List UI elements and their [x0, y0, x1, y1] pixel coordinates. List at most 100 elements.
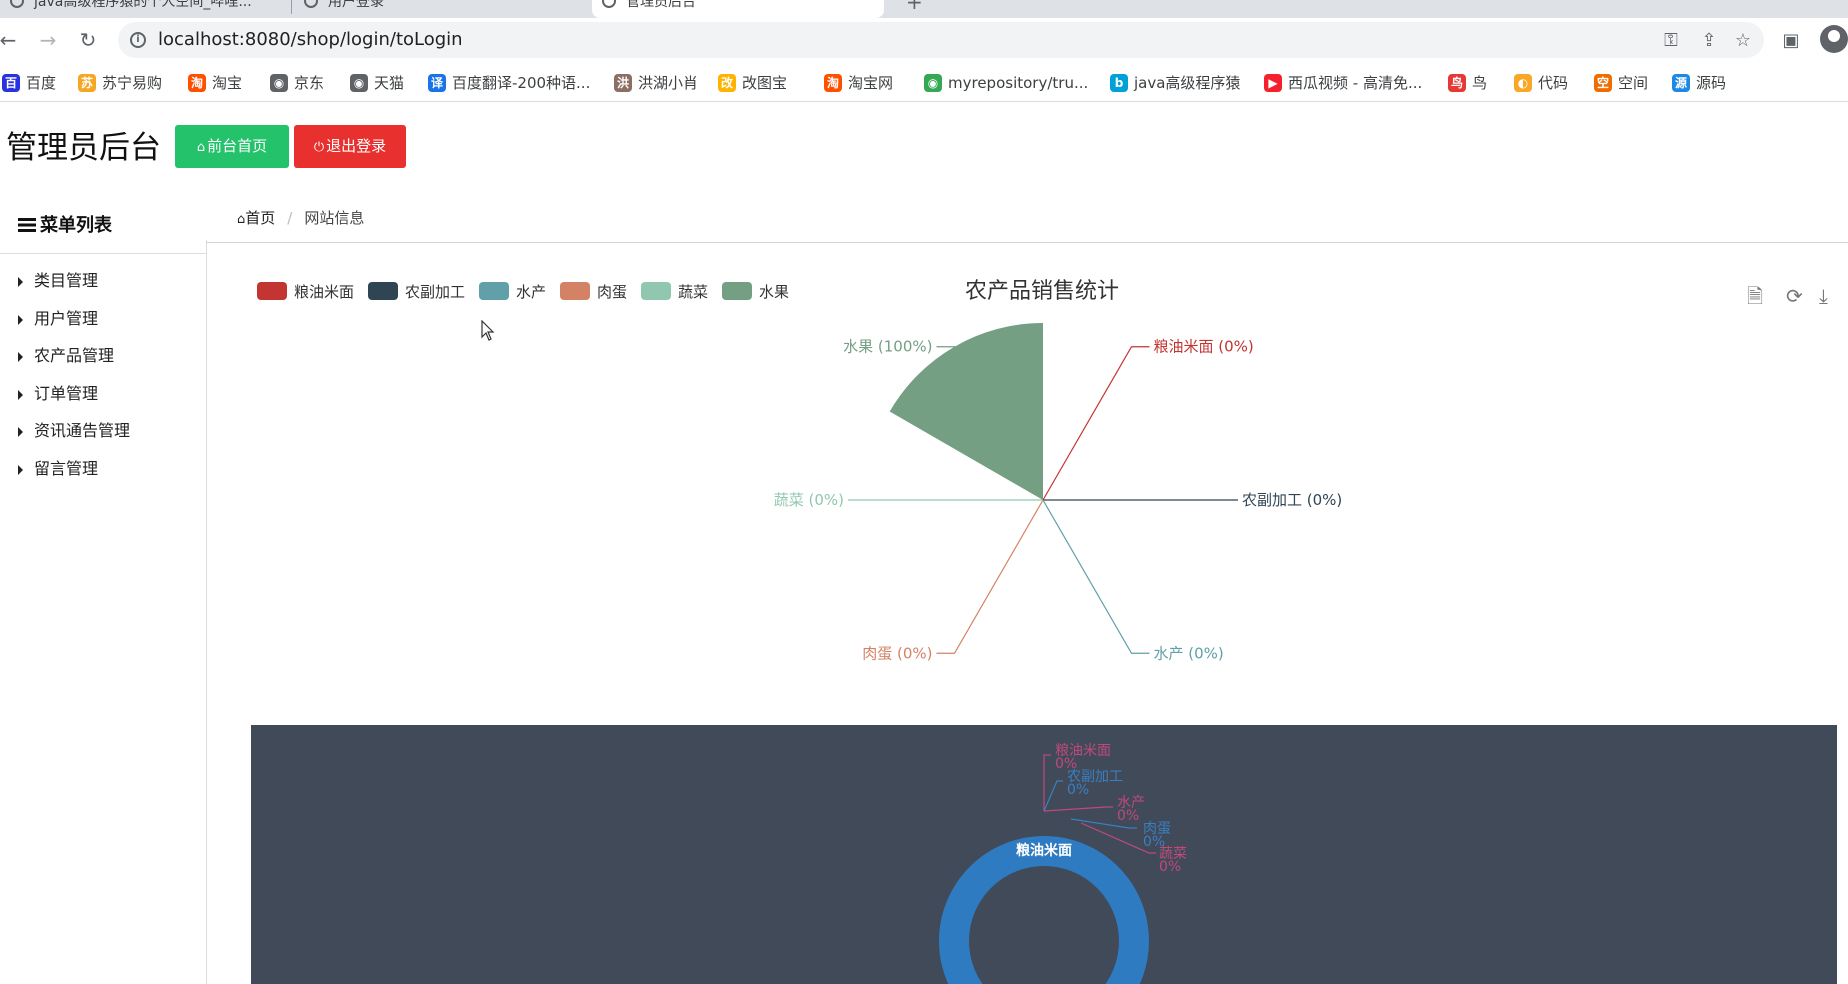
- logout-button[interactable]: ⏻ 退出登录: [294, 125, 406, 168]
- browser-tab[interactable]: 用户登录 ×: [294, 0, 586, 18]
- translate-icon: 译: [428, 74, 446, 92]
- bookmark-item[interactable]: 百百度: [2, 72, 56, 94]
- sidebar-item-orders[interactable]: 订单管理: [16, 381, 196, 419]
- qzone-icon: 空: [1594, 74, 1612, 92]
- tab-separator: [291, 0, 292, 14]
- profile-avatar-icon[interactable]: [1820, 25, 1848, 53]
- front-home-button[interactable]: ⌂ 前台首页: [175, 125, 289, 168]
- suning-icon: 苏: [78, 74, 96, 92]
- tab-favicon-icon: [10, 0, 24, 8]
- bookmark-item[interactable]: 源源码: [1672, 72, 1726, 94]
- legend-swatch: [257, 282, 287, 300]
- bookmark-item[interactable]: 洪洪湖小肖: [614, 72, 698, 94]
- caret-right-icon: [18, 389, 23, 400]
- bookmark-item[interactable]: 译百度翻译-200种语...: [428, 72, 590, 94]
- legend-swatch: [641, 282, 671, 300]
- back-icon[interactable]: ←: [0, 28, 17, 52]
- sidebar-item-users[interactable]: 用户管理: [16, 306, 196, 344]
- site-info-icon[interactable]: i: [130, 32, 146, 48]
- browser-tab[interactable]: java高级程序猿的个人空间_哔哩... ×: [0, 0, 290, 18]
- legend-swatch: [560, 282, 590, 300]
- bookmark-item[interactable]: ◉ myrepository/tru...: [924, 72, 1088, 94]
- bookmark-item[interactable]: ◐ 代码: [1514, 72, 1568, 94]
- legend-item[interactable]: 水产: [479, 282, 546, 301]
- legend-item[interactable]: 蔬菜: [641, 282, 708, 301]
- bookmark-label: 西瓜视频 - 高清免...: [1288, 74, 1423, 92]
- tab-title: 用户登录: [328, 0, 384, 10]
- star-icon[interactable]: ☆: [1734, 30, 1752, 51]
- bookmark-item[interactable]: 淘淘宝网: [824, 72, 893, 94]
- label-line: [1043, 806, 1113, 812]
- globe-icon: ◉: [270, 74, 288, 92]
- breadcrumb-home[interactable]: ⌂首页: [237, 209, 275, 227]
- legend-item[interactable]: 水果: [722, 282, 789, 301]
- data-label: 水果 (100%): [843, 338, 932, 356]
- label-line: [936, 499, 1044, 654]
- donut-ring[interactable]: [939, 836, 1149, 984]
- refresh-icon[interactable]: ⟳: [1786, 284, 1803, 308]
- code-icon: ◐: [1514, 74, 1532, 92]
- sidebar-heading: 菜单列表: [18, 211, 112, 237]
- data-view-icon[interactable]: 🗎: [1747, 284, 1763, 308]
- share-icon[interactable]: ⇪: [1701, 30, 1717, 51]
- bookmark-item[interactable]: b java高级程序猿: [1110, 72, 1240, 94]
- legend-label: 水果: [759, 283, 789, 301]
- pie-slice[interactable]: [889, 323, 1043, 500]
- bookmark-item[interactable]: 苏苏宁易购: [78, 72, 162, 94]
- browser-tab-active[interactable]: 管理员后台 ×: [592, 0, 884, 18]
- new-tab-icon[interactable]: +: [906, 0, 923, 14]
- data-label: 农副加工 (0%): [1242, 491, 1342, 509]
- side-panel-icon[interactable]: ▣: [1782, 30, 1800, 51]
- legend-item[interactable]: 农副加工: [368, 282, 465, 301]
- download-icon[interactable]: ⤓: [1819, 284, 1828, 308]
- breadcrumb-current: 网站信息: [304, 209, 365, 227]
- divider: [206, 242, 1848, 243]
- list-icon: [18, 218, 36, 232]
- legend-label: 肉蛋: [597, 283, 627, 301]
- sidebar-item-label: 订单管理: [34, 383, 99, 403]
- browser-toolbar: ← → ↻ i localhost:8080/shop/login/toLogi…: [0, 18, 1848, 64]
- legend-label: 农副加工: [405, 283, 465, 301]
- data-label-percent: 0%: [1159, 859, 1181, 875]
- bookmark-item[interactable]: 淘淘宝: [188, 72, 242, 94]
- sidebar-heading-label: 菜单列表: [40, 215, 112, 236]
- legend-label: 粮油米面: [294, 283, 354, 301]
- tab-favicon-icon: [304, 0, 318, 8]
- data-label: 肉蛋: [1143, 821, 1171, 837]
- legend-swatch: [722, 282, 752, 300]
- data-label: 水产: [1117, 795, 1145, 811]
- data-label: 蔬菜 (0%): [774, 491, 844, 509]
- legend-item[interactable]: 粮油米面: [257, 282, 354, 301]
- bookmark-item[interactable]: ▶ 西瓜视频 - 高清免...: [1264, 72, 1422, 94]
- sidebar-item-category[interactable]: 类目管理: [16, 268, 196, 306]
- label-line: [1043, 754, 1051, 811]
- bookmark-item[interactable]: ◉ 京东: [270, 72, 324, 94]
- bookmark-item[interactable]: 鸟鸟: [1448, 72, 1487, 94]
- bookmark-item[interactable]: ◉ 天猫: [350, 72, 404, 94]
- fish-icon: 源: [1672, 74, 1690, 92]
- breadcrumb-home-label: 首页: [245, 209, 276, 227]
- bookmark-label: 百度: [26, 74, 57, 92]
- bookmark-label: 天猫: [374, 74, 405, 92]
- browser-tabstrip: java高级程序猿的个人空间_哔哩... × 用户登录 × 管理员后台 × +: [0, 0, 1848, 18]
- bookmark-label: 源码: [1696, 74, 1727, 92]
- bookmark-label: 淘宝网: [848, 74, 894, 92]
- sidebar-item-news[interactable]: 资讯通告管理: [16, 418, 196, 456]
- caret-right-icon: [18, 277, 23, 287]
- bookmark-item[interactable]: 改改图宝: [718, 72, 787, 94]
- forward-icon[interactable]: →: [39, 28, 57, 52]
- sidebar-item-label: 资讯通告管理: [34, 421, 131, 441]
- data-label: 蔬菜: [1159, 846, 1187, 862]
- page-title: 管理员后台: [6, 130, 161, 166]
- key-icon[interactable]: ⚿: [1664, 30, 1678, 51]
- legend-item[interactable]: 肉蛋: [560, 282, 627, 301]
- bookmark-item[interactable]: 空空间: [1594, 72, 1648, 94]
- gaitubao-icon: 改: [718, 74, 736, 92]
- tab-favicon-icon: [602, 0, 616, 8]
- label-line: [1070, 818, 1137, 829]
- address-bar[interactable]: i localhost:8080/shop/login/toLogin ⚿ ⇪ …: [118, 22, 1764, 58]
- reload-icon[interactable]: ↻: [79, 28, 97, 52]
- sidebar-item-products[interactable]: 农产品管理: [16, 343, 196, 381]
- sidebar-item-messages[interactable]: 留言管理: [16, 456, 196, 494]
